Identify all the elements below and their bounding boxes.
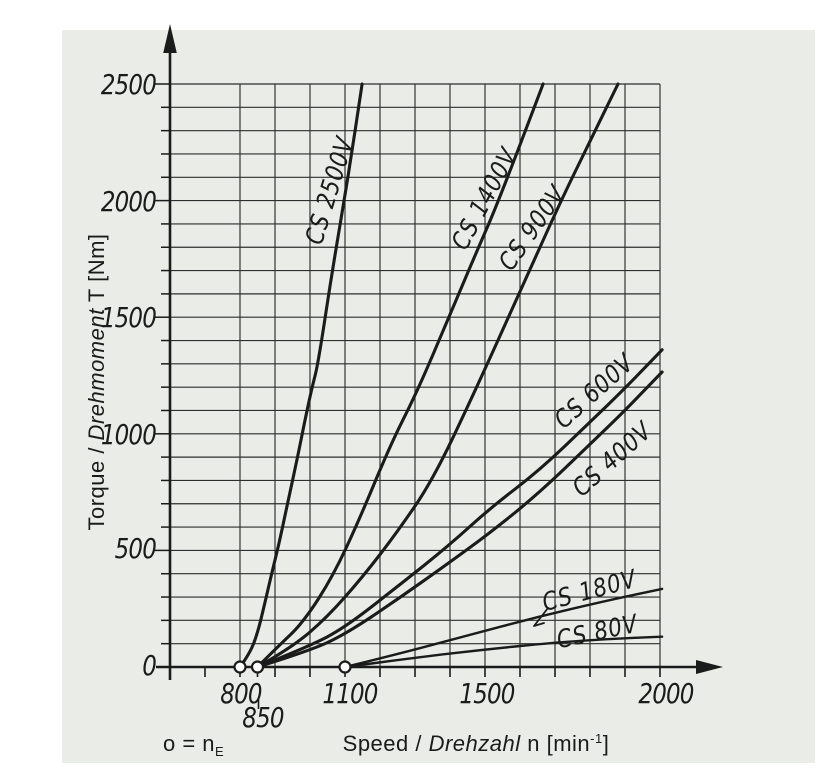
x-tick-800: 800 xyxy=(220,677,262,710)
x-tick-1500: 1500 xyxy=(459,677,515,710)
x-axis-arrow-icon xyxy=(696,660,723,674)
x-axis-title-pre: Speed / xyxy=(342,731,429,756)
curve-cs-400v xyxy=(255,370,664,669)
y-tick-500: 500 xyxy=(114,532,157,565)
x-axis-title-close: ] xyxy=(602,731,610,756)
curve-cs-600v xyxy=(255,348,664,669)
engagement-note-main: o = n xyxy=(163,731,216,756)
curve-cs-2500v xyxy=(238,82,364,669)
y-axis-title-italic: Drehmoment xyxy=(84,308,109,441)
y-tick-2000: 2000 xyxy=(100,185,157,218)
x-tick-2000: 2000 xyxy=(638,677,694,710)
x-axis-title: Speed / Drehzahl n [min-1] xyxy=(276,731,676,757)
y-tick-1000: 1000 xyxy=(100,418,157,451)
y-axis-arrow-icon xyxy=(163,24,177,53)
y-axis-title-pre: Torque / xyxy=(84,440,109,531)
y-axis-title: Torque / Drehmoment T [Nm] xyxy=(82,182,112,582)
y-tick-0: 0 xyxy=(142,649,157,682)
y-axis-title-post: T [Nm] xyxy=(84,233,109,309)
curve-cs-900v xyxy=(255,82,620,669)
x-tick-1100: 1100 xyxy=(322,677,378,710)
x-axis-title-italic: Drehzahl xyxy=(428,731,521,756)
y-tick-2500: 2500 xyxy=(100,68,157,101)
x-axis-title-post: n [min xyxy=(520,731,591,756)
y-tick-1500: 1500 xyxy=(100,301,157,334)
engagement-note: o = nE xyxy=(163,731,224,759)
engagement-circle-800 xyxy=(233,660,247,674)
engagement-circle-1100 xyxy=(338,660,352,674)
x-axis-title-sup: -1 xyxy=(590,731,603,746)
curve-cs-1400v xyxy=(255,82,545,669)
x-tick-850: 850 xyxy=(242,701,284,734)
curve-cs-80v xyxy=(343,635,664,669)
curve-cs-180v xyxy=(343,587,664,669)
engagement-note-sub: E xyxy=(215,744,225,759)
engagement-circle-850 xyxy=(250,660,265,674)
cs180v-label-leader xyxy=(533,607,549,627)
scan-panel xyxy=(62,30,815,763)
